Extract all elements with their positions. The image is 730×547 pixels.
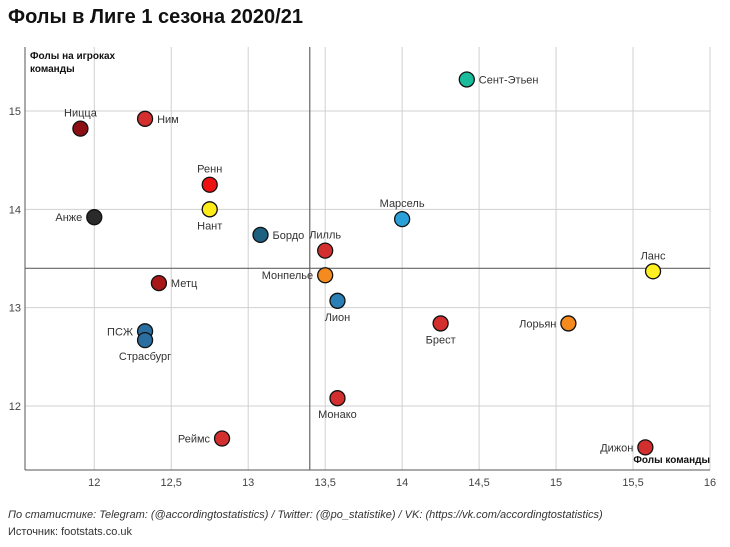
data-point (86, 209, 103, 226)
point-label: Лилль (309, 230, 341, 242)
point-label: Страсбург (119, 351, 171, 363)
grid (25, 47, 711, 470)
x-tick-label: 14 (396, 477, 408, 489)
data-point (136, 110, 154, 127)
data-point (432, 315, 449, 332)
data-point (329, 390, 346, 407)
y-tick-label: 14 (9, 204, 21, 216)
y-axis-label: Фолы на игроках (30, 51, 116, 62)
point-label: Ланс (641, 250, 666, 262)
point-label: Нант (197, 220, 222, 232)
axes: 12 12,5 13 13,5 14 14,5 15 15,5 16 12 13 14 15 Фолы н… (9, 47, 716, 489)
x-tick-label: 15,5 (622, 477, 643, 489)
point-label: Лорьян (519, 318, 556, 330)
data-point (150, 274, 168, 292)
caption-sources: По статистике: Telegram: (@accordingtost… (8, 509, 603, 521)
x-tick-label: 12 (88, 477, 100, 489)
point-label: Монако (318, 409, 357, 421)
data-point (393, 211, 411, 228)
point-label: Анже (55, 212, 82, 224)
data-point (560, 315, 577, 332)
x-tick-label: 14,5 (468, 477, 489, 489)
data-point (458, 71, 475, 88)
data-point (329, 292, 346, 309)
point-labels: Ницца Ним Сент-Этьен Ренн Анже Нант Бордо Марсе… (55, 74, 666, 454)
point-label: Ренн (197, 164, 222, 176)
data-point (201, 176, 218, 193)
point-label: Ним (157, 114, 179, 126)
caption-origin: Источник: footstats.co.uk (8, 526, 132, 538)
point-label: Брест (426, 334, 456, 346)
y-tick-label: 12 (9, 401, 21, 413)
point-label: Ницца (64, 108, 98, 120)
point-label: Сент-Этьен (479, 74, 539, 86)
x-tick-label: 12,5 (161, 477, 182, 489)
x-tick-label: 15 (550, 477, 562, 489)
x-tick-label: 13,5 (314, 477, 335, 489)
data-point (136, 331, 154, 349)
data-point (213, 430, 231, 447)
data-point (72, 120, 89, 137)
points (72, 71, 662, 456)
point-label: Марсель (380, 198, 425, 210)
y-tick-label: 13 (9, 303, 21, 315)
data-point (644, 263, 662, 280)
data-point (317, 242, 334, 259)
x-tick-label: 16 (704, 477, 716, 489)
chart-title: Фолы в Лиге 1 сезона 2020/21 (8, 6, 303, 28)
y-axis-label-2: команды (30, 64, 75, 75)
data-point (252, 226, 269, 244)
point-label: Бордо (273, 230, 305, 242)
data-point (201, 201, 218, 218)
point-label: ПСЖ (107, 326, 133, 338)
x-tick-label: 13 (242, 477, 254, 489)
point-label: Монпелье (262, 270, 313, 282)
point-label: Метц (171, 278, 198, 290)
x-axis-label: Фолы команды (633, 455, 710, 466)
data-point (637, 439, 654, 456)
point-label: Лион (325, 312, 351, 324)
data-point (317, 267, 334, 284)
point-label: Реймс (178, 434, 211, 446)
y-tick-label: 15 (9, 106, 21, 118)
point-label: Дижон (600, 442, 633, 454)
